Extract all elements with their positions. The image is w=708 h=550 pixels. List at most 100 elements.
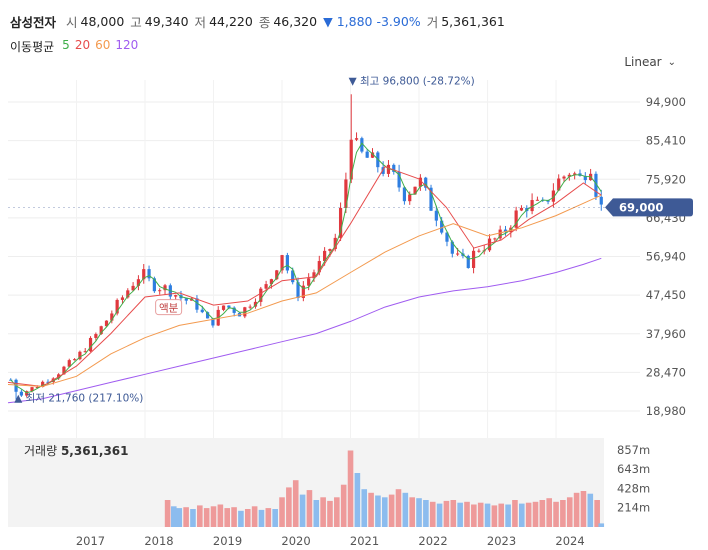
volume-bar: [381, 497, 388, 527]
volume-bar: [258, 509, 265, 527]
ma-legend-120[interactable]: 120: [115, 38, 139, 52]
volume-bar: [457, 502, 463, 527]
stock-name: 삼성전자: [10, 14, 57, 30]
ma-legend-label: 이동평균: [10, 40, 55, 54]
min-price-annotation: ▲ 최저 21,760 (217.10%): [14, 393, 143, 405]
volume-bar: [573, 492, 580, 527]
volume-panel-label: 거래량 5,361,361: [24, 444, 129, 458]
volume-bar: [231, 507, 237, 527]
low-value: 44,220: [209, 13, 253, 29]
candle-body: [493, 238, 497, 240]
volume-bar: [416, 498, 422, 527]
price-tick-label: 18,980: [646, 404, 686, 418]
current-price-tag: [605, 198, 693, 217]
ma20-line: [7, 166, 602, 388]
volume-value: 5,361,361: [441, 13, 505, 29]
candle-body: [195, 298, 199, 310]
max-price-annotation: ▼ 최고 96,800 (-28.72%): [349, 75, 475, 87]
candle-body: [567, 174, 571, 177]
candle-body: [307, 278, 311, 286]
chevron-down-icon: ⌄: [667, 56, 676, 68]
candle-body: [163, 285, 167, 291]
ma-legend-60[interactable]: 60: [95, 38, 111, 52]
candle-body: [471, 250, 476, 268]
price-tick-label: 85,410: [646, 134, 686, 148]
candle-body: [328, 249, 332, 251]
candle-body: [211, 318, 215, 326]
candle-body: [205, 312, 210, 319]
candle-body: [94, 334, 98, 338]
volume-bar: [525, 502, 532, 527]
volume-bar: [292, 480, 299, 527]
volume-bar: [334, 497, 340, 527]
candle-body: [562, 176, 566, 179]
volume-bar: [279, 497, 285, 527]
candle-body: [312, 272, 316, 279]
volume-bar: [402, 492, 409, 527]
scale-selector[interactable]: Linear ⌄: [624, 55, 676, 69]
ma-legend-20[interactable]: 20: [74, 38, 91, 52]
candle-body: [259, 288, 263, 302]
high-value: 49,340: [144, 13, 189, 29]
candle-body: [280, 255, 284, 271]
candle-body: [200, 309, 204, 313]
change-value: ▼ 1,880 -3.90%: [323, 13, 421, 29]
volume-bar: [340, 484, 347, 527]
volume-bar: [477, 502, 484, 527]
candle-body: [498, 229, 502, 239]
volume-bar: [313, 500, 320, 527]
price-tick-label: 37,960: [646, 327, 686, 341]
volume-bar: [505, 504, 511, 527]
volume-bar: [327, 500, 333, 527]
candle-body: [466, 255, 470, 268]
candle-body: [397, 171, 401, 188]
candle-body: [429, 187, 433, 211]
split-event-label: 액분: [159, 303, 179, 315]
volume-bar: [594, 500, 600, 527]
volume-panel-background: [8, 438, 604, 527]
candle-body: [360, 138, 364, 152]
volume-bar: [197, 505, 203, 527]
volume-bar: [170, 506, 177, 527]
candle-body: [174, 295, 178, 297]
volume-bar: [388, 494, 395, 527]
volume-bar: [546, 498, 552, 527]
price-tick-label: 75,920: [646, 172, 686, 186]
candle-body: [110, 313, 114, 321]
volume-bar: [443, 500, 450, 527]
volume-bar: [409, 497, 415, 527]
volume-bar: [498, 503, 505, 527]
candle-body: [317, 261, 321, 273]
price-tick-label: 56,940: [646, 250, 686, 264]
candle-body: [599, 196, 603, 205]
candle-body: [557, 178, 561, 191]
candle-body: [19, 391, 23, 396]
open-value: 48,000: [80, 13, 125, 29]
volume-bar: [244, 509, 251, 527]
volume-bar: [429, 501, 436, 527]
volume-bar: [320, 497, 326, 527]
ma5-line: [10, 142, 602, 394]
candle-body: [88, 337, 93, 352]
volume-bar: [224, 508, 231, 527]
volume-bar: [580, 491, 587, 527]
year-tick-label: 2024: [555, 534, 584, 548]
candle-body: [424, 177, 428, 188]
volume-bar: [553, 501, 559, 527]
candle-body: [413, 186, 417, 195]
volume-bar: [532, 501, 539, 527]
ma-legend: 이동평균 5 20 60 120: [10, 38, 138, 55]
candle-body: [440, 220, 444, 233]
down-arrow-icon: ▼: [323, 13, 333, 29]
candle-body: [136, 279, 141, 286]
candle-body: [120, 297, 125, 300]
candle-body: [514, 210, 518, 228]
year-tick-label: 2023: [487, 534, 516, 548]
candle-body: [83, 351, 87, 353]
volume-bar: [395, 489, 402, 527]
volume-bar: [210, 506, 217, 527]
candle-body: [594, 173, 598, 197]
ma-legend-5[interactable]: 5: [62, 38, 70, 52]
volume-bar: [238, 510, 244, 527]
